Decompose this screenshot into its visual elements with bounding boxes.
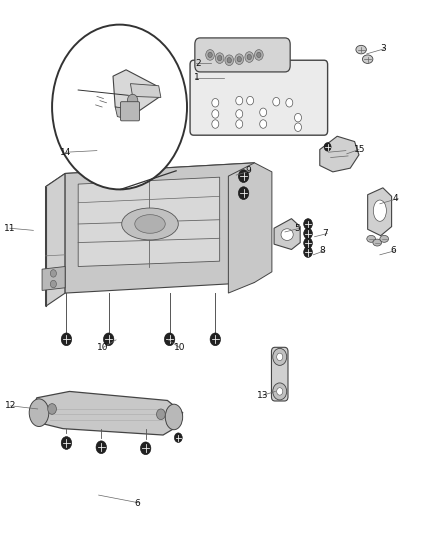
Circle shape xyxy=(61,437,72,449)
Circle shape xyxy=(294,114,301,122)
Circle shape xyxy=(286,99,293,107)
Polygon shape xyxy=(131,84,161,98)
Text: 8: 8 xyxy=(320,246,325,255)
Polygon shape xyxy=(113,70,159,112)
Circle shape xyxy=(127,94,138,107)
Ellipse shape xyxy=(356,45,366,54)
Circle shape xyxy=(247,96,254,105)
Circle shape xyxy=(247,54,251,60)
Text: 2: 2 xyxy=(196,59,201,68)
Text: 4: 4 xyxy=(393,194,399,203)
Circle shape xyxy=(254,50,263,60)
Circle shape xyxy=(236,110,243,118)
Text: 15: 15 xyxy=(354,145,365,154)
Ellipse shape xyxy=(373,200,386,221)
Circle shape xyxy=(48,403,57,414)
Circle shape xyxy=(96,441,106,454)
Ellipse shape xyxy=(367,236,375,243)
Circle shape xyxy=(273,383,287,400)
Circle shape xyxy=(61,333,72,346)
Circle shape xyxy=(304,228,312,239)
Circle shape xyxy=(210,333,220,346)
Polygon shape xyxy=(65,163,254,293)
Text: 6: 6 xyxy=(135,498,141,507)
Circle shape xyxy=(273,349,287,366)
Polygon shape xyxy=(228,163,272,293)
Ellipse shape xyxy=(165,404,183,430)
Circle shape xyxy=(294,123,301,132)
Circle shape xyxy=(324,143,331,151)
Polygon shape xyxy=(78,177,220,266)
Ellipse shape xyxy=(281,229,293,240)
Text: 11: 11 xyxy=(4,224,15,233)
Circle shape xyxy=(164,333,175,346)
Polygon shape xyxy=(274,219,300,249)
Circle shape xyxy=(212,110,219,118)
Circle shape xyxy=(304,219,312,229)
Circle shape xyxy=(304,238,312,248)
Ellipse shape xyxy=(380,236,389,243)
Polygon shape xyxy=(115,107,131,119)
Circle shape xyxy=(50,280,57,288)
Circle shape xyxy=(141,442,151,455)
Circle shape xyxy=(237,56,241,62)
Polygon shape xyxy=(32,391,183,435)
Circle shape xyxy=(103,333,114,346)
Ellipse shape xyxy=(362,55,373,63)
Circle shape xyxy=(277,387,283,395)
Circle shape xyxy=(245,52,254,62)
Circle shape xyxy=(238,169,249,182)
Circle shape xyxy=(257,52,261,58)
Text: 6: 6 xyxy=(390,246,396,255)
Text: 7: 7 xyxy=(322,229,328,238)
Polygon shape xyxy=(46,173,65,306)
Text: 10: 10 xyxy=(97,343,109,352)
Circle shape xyxy=(156,409,165,419)
Circle shape xyxy=(174,433,182,442)
Circle shape xyxy=(260,108,267,117)
Circle shape xyxy=(236,120,243,128)
Circle shape xyxy=(215,53,224,63)
Circle shape xyxy=(273,98,280,106)
Circle shape xyxy=(304,247,312,257)
Circle shape xyxy=(208,52,212,58)
Circle shape xyxy=(277,353,283,361)
FancyBboxPatch shape xyxy=(272,348,288,401)
Circle shape xyxy=(260,120,267,128)
FancyBboxPatch shape xyxy=(195,38,290,72)
FancyBboxPatch shape xyxy=(120,102,140,121)
Circle shape xyxy=(206,50,215,60)
Text: 13: 13 xyxy=(257,391,268,400)
Polygon shape xyxy=(42,266,65,290)
Text: 14: 14 xyxy=(60,148,72,157)
Circle shape xyxy=(238,187,249,199)
Polygon shape xyxy=(46,163,254,187)
Ellipse shape xyxy=(29,399,49,426)
Circle shape xyxy=(212,120,219,128)
Circle shape xyxy=(212,99,219,107)
Circle shape xyxy=(50,270,57,277)
Text: 1: 1 xyxy=(194,73,200,82)
Circle shape xyxy=(218,55,222,61)
Circle shape xyxy=(52,25,187,189)
Circle shape xyxy=(236,96,243,105)
Text: 10: 10 xyxy=(174,343,185,352)
FancyBboxPatch shape xyxy=(190,60,328,135)
Ellipse shape xyxy=(122,208,178,240)
Text: 5: 5 xyxy=(294,224,300,233)
Ellipse shape xyxy=(135,215,165,233)
Text: 9: 9 xyxy=(246,166,251,175)
Polygon shape xyxy=(320,136,359,172)
Text: 12: 12 xyxy=(4,401,16,410)
Ellipse shape xyxy=(373,239,381,246)
Circle shape xyxy=(227,58,231,63)
Circle shape xyxy=(225,55,233,66)
Text: 3: 3 xyxy=(380,44,385,53)
Circle shape xyxy=(235,54,244,64)
Polygon shape xyxy=(367,188,392,236)
